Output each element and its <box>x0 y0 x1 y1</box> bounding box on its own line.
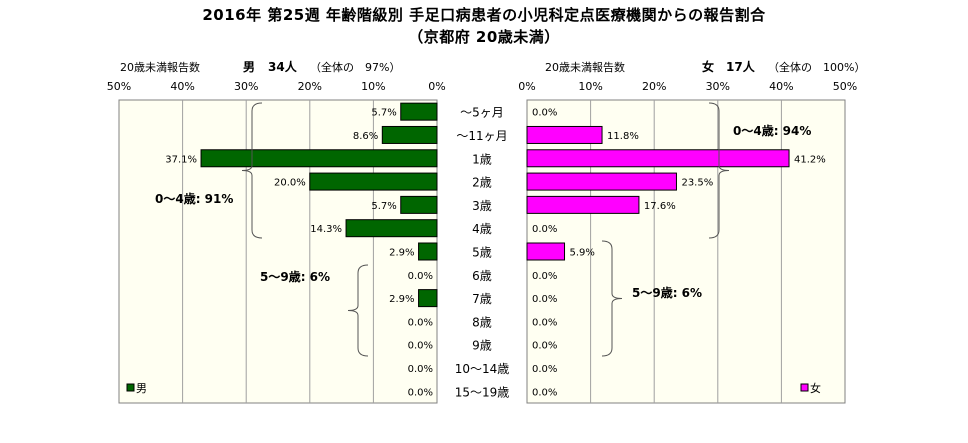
female-header-label: 20歳未満報告数 <box>545 61 625 74</box>
category-label: ～11ヶ月 <box>456 129 507 143</box>
category-label: ～5ヶ月 <box>460 106 504 120</box>
male-annotation-0-4: 0～4歳: 91% <box>155 191 233 206</box>
female-brace-0-4 <box>708 102 730 239</box>
male-header-share: （全体の 97%） <box>310 60 400 74</box>
female-annotation-0-4: 0～4歳: 94% <box>733 123 811 138</box>
female-value-label: 0.0% <box>532 271 557 282</box>
female-legend-label: 女 <box>810 381 821 395</box>
category-label: 10～14歳 <box>455 362 510 376</box>
male-value-label: 5.7% <box>371 108 396 119</box>
male-legend-label: 男 <box>136 382 147 395</box>
male-bar <box>400 102 438 121</box>
male-bar <box>200 149 438 168</box>
male-tick-label: 30% <box>234 80 258 93</box>
male-header-count: 34人 <box>268 59 298 74</box>
male-bar <box>418 242 438 261</box>
female-value-label: 0.0% <box>532 387 557 398</box>
male-bar <box>345 219 438 238</box>
female-brace-5-9 <box>601 240 623 357</box>
male-bar <box>381 125 438 144</box>
female-value-label: 0.0% <box>532 317 557 328</box>
category-label: 6歳 <box>472 269 492 283</box>
male-annotation-5-9: 5～9歳: 6% <box>260 269 330 284</box>
male-brace-5-9 <box>347 264 369 357</box>
female-tick-label: 50% <box>833 80 857 93</box>
female-header-sex: 女 <box>702 59 714 74</box>
male-value-label: 0.0% <box>408 387 433 398</box>
male-tick-label: 10% <box>361 80 385 93</box>
male-legend-swatch <box>126 383 135 392</box>
male-header-sex: 男 <box>243 60 255 74</box>
female-value-label: 17.6% <box>644 201 676 212</box>
female-value-label: 0.0% <box>532 224 557 235</box>
category-label: 8歳 <box>472 315 492 329</box>
chart-title: 2016年 第25週 年齢階級別 手足口病患者の小児科定点医療機関からの報告割合 <box>202 6 766 24</box>
male-value-label: 8.6% <box>353 131 378 142</box>
female-tick-label: 20% <box>642 80 666 93</box>
male-value-label: 37.1% <box>165 154 197 165</box>
female-tick-label: 40% <box>769 80 793 93</box>
male-brace-0-4 <box>241 102 263 239</box>
category-label: 1歳 <box>472 152 492 166</box>
category-label: 4歳 <box>472 222 492 236</box>
male-value-label: 0.0% <box>408 271 433 282</box>
female-tick-label: 10% <box>578 80 602 93</box>
male-value-label: 5.7% <box>371 201 396 212</box>
male-bar <box>309 172 438 191</box>
female-bar <box>526 125 603 144</box>
female-value-label: 5.9% <box>570 248 595 259</box>
female-value-label: 0.0% <box>532 294 557 305</box>
category-label: 7歳 <box>472 292 492 306</box>
male-value-label: 0.0% <box>408 364 433 375</box>
male-tick-label: 0% <box>428 80 445 93</box>
female-value-label: 11.8% <box>607 131 639 142</box>
male-bar <box>418 289 438 308</box>
category-label: 5歳 <box>472 246 492 260</box>
female-legend-swatch <box>800 383 809 392</box>
female-value-label: 23.5% <box>681 178 713 189</box>
female-annotation-5-9: 5～9歳: 6% <box>632 285 702 300</box>
female-value-label: 0.0% <box>532 341 557 352</box>
male-tick-label: 20% <box>298 80 322 93</box>
category-label: 2歳 <box>472 176 492 190</box>
female-bar <box>526 149 790 168</box>
male-header-label: 20歳未満報告数 <box>120 61 200 74</box>
female-value-label: 0.0% <box>532 108 557 119</box>
female-tick-label: 30% <box>706 80 730 93</box>
male-value-label: 14.3% <box>310 224 342 235</box>
chart-subtitle: （京都府 20歳未満） <box>408 28 560 46</box>
male-value-label: 2.9% <box>389 294 414 305</box>
male-value-label: 0.0% <box>408 317 433 328</box>
male-value-label: 0.0% <box>408 341 433 352</box>
male-value-label: 20.0% <box>274 178 306 189</box>
female-value-label: 41.2% <box>794 154 826 165</box>
category-label: 9歳 <box>472 339 492 353</box>
female-value-label: 0.0% <box>532 364 557 375</box>
male-tick-label: 50% <box>107 80 131 93</box>
female-header-count: 17人 <box>726 59 756 74</box>
category-label: 15～19歳 <box>455 385 510 399</box>
category-label: 3歳 <box>472 199 492 213</box>
female-tick-label: 0% <box>518 80 535 93</box>
female-header-share: （全体の 100%） <box>768 60 865 74</box>
male-tick-label: 40% <box>170 80 194 93</box>
female-bar <box>526 242 566 261</box>
female-bar <box>526 172 677 191</box>
female-bar <box>526 195 640 214</box>
male-value-label: 2.9% <box>389 248 414 259</box>
male-bar <box>400 195 438 214</box>
